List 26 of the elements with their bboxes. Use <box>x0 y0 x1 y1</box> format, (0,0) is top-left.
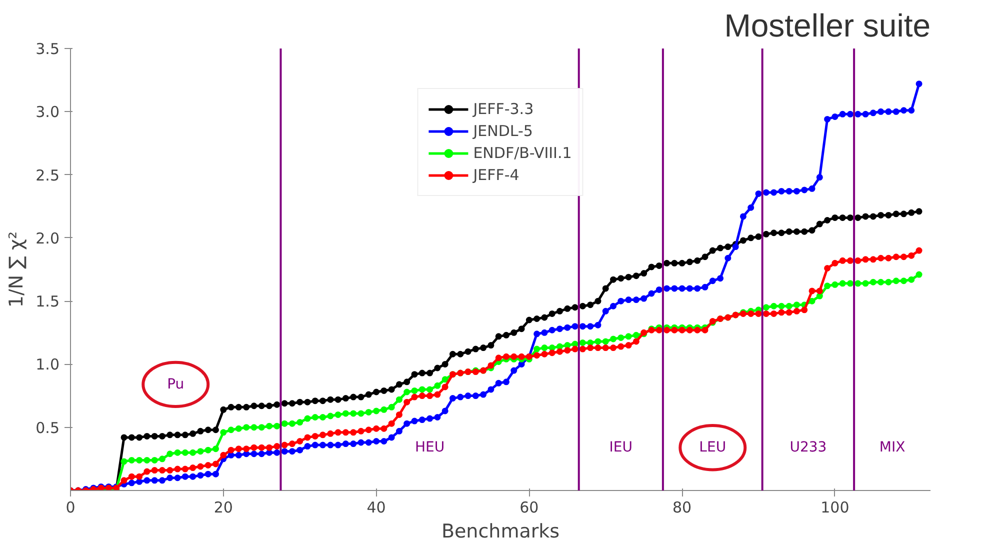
y-tick-label: 3.5 <box>36 40 60 58</box>
annotation: HEU <box>414 440 445 456</box>
annotation: U233 <box>790 440 827 456</box>
x-tick-label: 60 <box>520 498 539 516</box>
x-tick-label: 0 <box>66 498 76 516</box>
annotation: MIX <box>879 440 906 456</box>
x-tick-label: 80 <box>672 498 692 516</box>
x-tick-label: 40 <box>366 498 386 516</box>
y-tick-label: 1.5 <box>36 292 60 311</box>
annotation: Pu <box>167 376 184 392</box>
x-tick-label: 100 <box>820 498 850 516</box>
legend-label: ENDF/B-VIII.1 <box>473 144 572 162</box>
y-axis-title: 1/N ∑ χ² <box>6 231 28 308</box>
y-tick-label: 3.0 <box>36 103 60 122</box>
x-axis-title: Benchmarks <box>441 520 560 542</box>
annotation: IEU <box>609 440 633 456</box>
legend-label: JEFF-4 <box>473 166 520 184</box>
y-tick-label: 0.5 <box>36 418 60 437</box>
legend-label: JENDL-5 <box>473 122 533 140</box>
y-tick-label: 2.5 <box>36 166 60 184</box>
y-tick-label: 1.0 <box>36 356 60 374</box>
y-tick-label: 2.0 <box>36 229 60 248</box>
legend-label: JEFF-3.3 <box>473 100 534 118</box>
annotation: LEU <box>699 440 726 456</box>
chart-title: Mosteller suite <box>724 8 930 44</box>
x-tick-label: 20 <box>214 498 233 516</box>
